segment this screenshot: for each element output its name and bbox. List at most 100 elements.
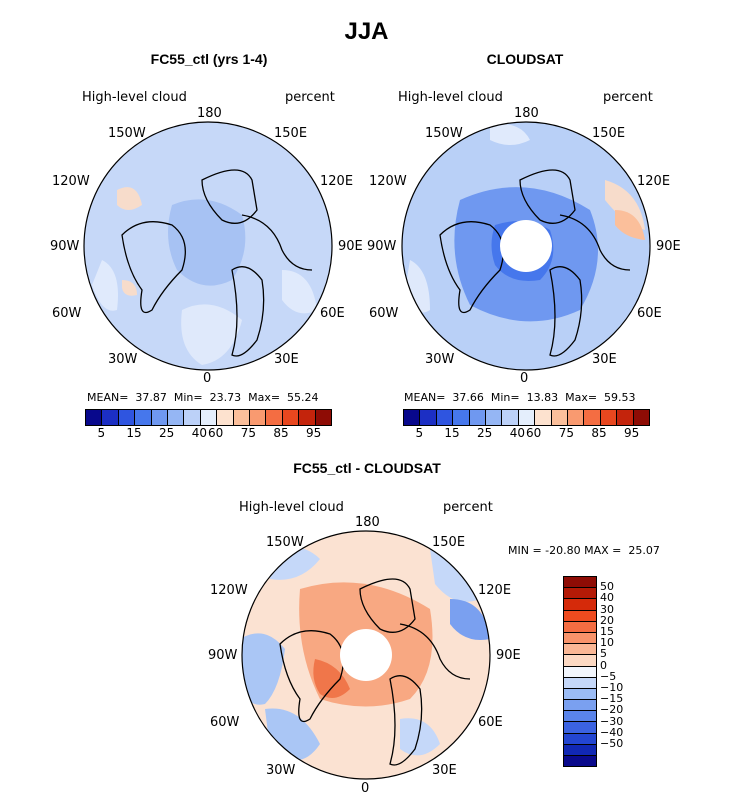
ctl-colorbar-label: 5	[97, 426, 106, 440]
obs-colorbar-swatch	[404, 410, 421, 425]
diff-cool-patch-e	[450, 599, 490, 640]
ctl-colorbar-swatch	[86, 410, 103, 425]
diff-colorbar-swatch	[564, 744, 596, 756]
obs-coast-siberia	[559, 214, 631, 271]
diff-colorbar-swatch	[564, 666, 596, 678]
obs-stats: MEAN= 37.66 Min= 13.83 Max= 59.53	[404, 391, 636, 404]
diff-lon-150w: 150W	[266, 535, 304, 550]
diff-lon-0: 0	[361, 781, 370, 796]
obs-colorbar-swatch	[535, 410, 552, 425]
diff-lon-150e: 150E	[432, 535, 466, 550]
ctl-colorbar-swatch	[200, 410, 218, 425]
diff-colorbar-label: 10	[600, 636, 614, 650]
obs-lon-30w: 30W	[425, 352, 455, 367]
diff-colorbar-swatch	[564, 756, 596, 767]
ctl-atlantic-clear-field	[181, 304, 242, 365]
obs-lon-120w: 120W	[369, 174, 407, 189]
diff-coast-siberia	[399, 623, 471, 680]
diff-cool-patch-ne	[430, 549, 480, 602]
obs-colorbar-swatch	[584, 410, 601, 425]
ctl-lon-90e: 90E	[338, 239, 363, 254]
ctl-colorbar-label: 60	[208, 426, 224, 440]
obs-lon-60w: 60W	[369, 306, 399, 321]
ctl-lon-90w: 90W	[50, 239, 80, 254]
obs-polar-map	[401, 121, 651, 371]
ctl-colorbar-swatch	[151, 410, 169, 425]
ctl-units-label: percent	[285, 90, 335, 105]
diff-colorbar-label: 50	[600, 580, 614, 594]
diff-colorbar-swatch	[564, 711, 596, 723]
obs-polar-data-gap	[500, 220, 552, 272]
diff-colorbar-label: −50	[600, 737, 624, 750]
obs-lon-90e: 90E	[656, 239, 681, 254]
ctl-polar-map	[83, 121, 333, 371]
diff-colorbar-label: −40	[600, 725, 624, 739]
ctl-map-border	[83, 121, 333, 371]
diff-lon-180: 180	[355, 515, 380, 530]
diff-map-border	[241, 530, 491, 780]
diff-colorbar-swatch	[564, 610, 596, 622]
diff-polar-data-gap	[340, 629, 392, 681]
obs-colorbar-label: 75	[558, 426, 574, 440]
diff-panel-title: FC55_ctl - CLOUDSAT	[293, 460, 441, 476]
diff-lon-120w: 120W	[210, 583, 248, 598]
diff-colorbar-label: 20	[600, 613, 614, 627]
ctl-colorbar-swatch	[217, 410, 234, 425]
diff-colorbar-label: −30	[600, 714, 624, 728]
ctl-colorbar-swatch	[250, 410, 267, 425]
obs-colorbar-labels: 5 15 25 40 60 75 85 95	[403, 426, 648, 442]
ctl-colorbar-label: 25	[159, 426, 175, 440]
obs-colorbar-swatch	[486, 410, 503, 425]
obs-warm-patch-e	[615, 210, 645, 240]
obs-colorbar-label: 5	[415, 426, 424, 440]
ctl-warm-patch-w	[117, 187, 142, 210]
obs-colorbar-swatch	[551, 410, 569, 425]
diff-colorbar-swatch	[564, 722, 596, 734]
diff-colorbar-label: −10	[600, 681, 624, 694]
obs-colorbar-swatch	[502, 410, 519, 425]
diff-colorbar-labels: 50 40 30 20 15 10 5 0 −5 −10 −15 −20 −30 −40 −50	[600, 576, 660, 776]
diff-colorbar-swatch	[564, 700, 596, 712]
ctl-coast-greenland	[121, 221, 186, 314]
diff-colorbar-swatch	[564, 621, 596, 633]
ctl-colorbar-swatch	[299, 410, 316, 425]
diff-colorbar-label: −20	[600, 703, 624, 717]
obs-colorbar-swatch	[436, 410, 454, 425]
obs-panel-title: CLOUDSAT	[486, 51, 564, 67]
ctl-lon-180: 180	[197, 106, 222, 121]
ctl-arctic-cloud-field	[168, 199, 246, 286]
ctl-lon-30e: 30E	[274, 352, 299, 367]
diff-stats: MIN = -20.80 MAX = 25.07	[508, 544, 660, 557]
obs-colorbar-label: 25	[477, 426, 493, 440]
diff-cool-patch-se	[400, 718, 440, 756]
diff-colorbar-swatch	[564, 655, 596, 667]
ctl-colorbar-swatch	[282, 410, 300, 425]
diff-variable-label: High-level cloud	[239, 500, 344, 515]
diff-colorbar-label: 40	[600, 591, 614, 605]
obs-lon-150e: 150E	[592, 126, 626, 141]
ctl-colorbar-swatch	[135, 410, 152, 425]
obs-lon-0: 0	[520, 371, 529, 386]
obs-lon-180: 180	[514, 106, 539, 121]
obs-map-border	[401, 121, 651, 371]
diff-colorbar-swatch	[564, 632, 596, 645]
obs-colorbar-swatch	[617, 410, 634, 425]
ctl-colorbar-label: 85	[273, 426, 289, 440]
ctl-colorbar-swatch	[102, 410, 119, 425]
diff-colorbar-swatch	[564, 588, 596, 600]
diff-colorbar-swatch	[564, 688, 596, 701]
ctl-lon-60w: 60W	[52, 306, 82, 321]
ctl-lon-60e: 60E	[320, 306, 345, 321]
diff-lon-30w: 30W	[266, 763, 296, 778]
obs-colorbar-swatch	[420, 410, 437, 425]
ctl-lon-0: 0	[203, 371, 212, 386]
ctl-colorbar-label: 95	[306, 426, 322, 440]
diff-colorbar-label: 30	[600, 602, 614, 616]
obs-light-patch-n	[490, 124, 530, 145]
obs-lon-90w: 90W	[367, 239, 397, 254]
obs-colorbar-label: 15	[444, 426, 460, 440]
ctl-colorbar-swatch	[233, 410, 251, 425]
obs-colorbar-label: 95	[624, 426, 640, 440]
diff-colorbar-label: −15	[600, 692, 624, 706]
diff-colorbar-swatch	[564, 677, 596, 689]
